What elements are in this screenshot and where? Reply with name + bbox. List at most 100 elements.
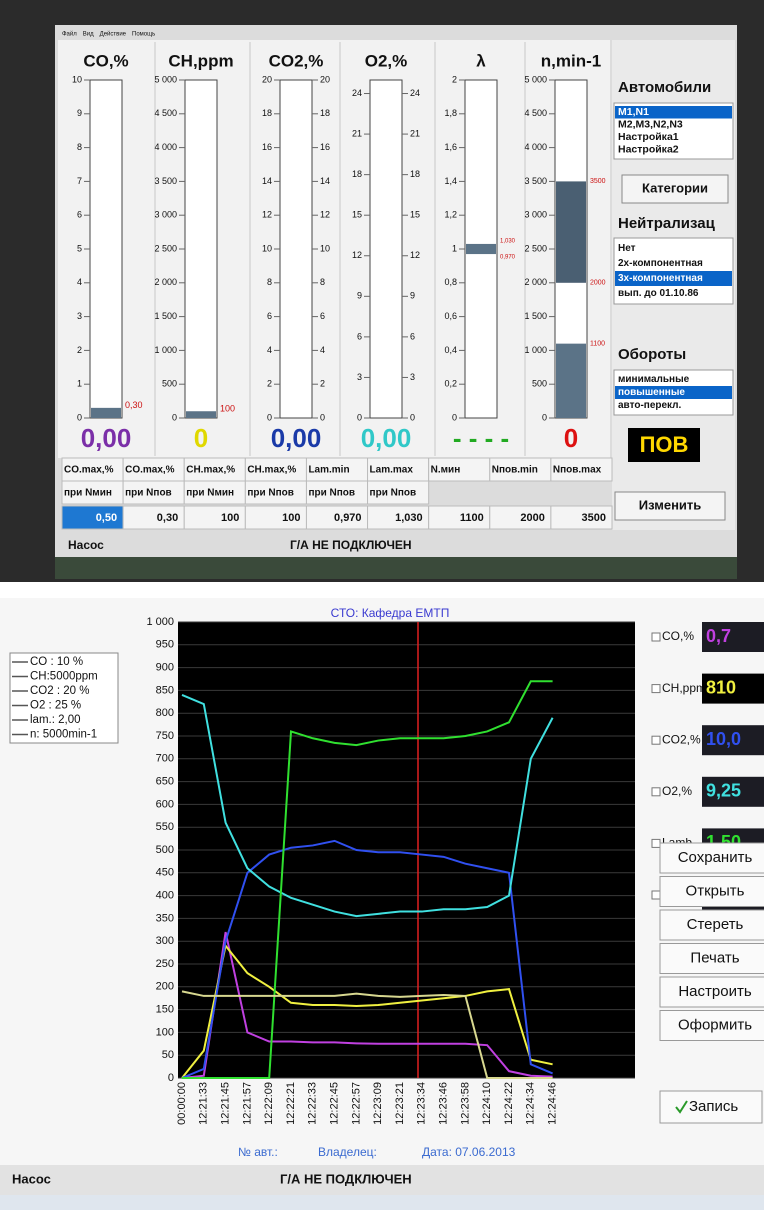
checkbox[interactable] [652,633,660,641]
tick-label: 6 [267,311,272,321]
x-tick-label: 00:00:00 [176,1082,188,1125]
list-item[interactable]: авто-перекл. [618,400,682,411]
tick-label: 8 [320,277,325,287]
button-label[interactable]: Открыть [686,882,745,899]
tick-label: 6 [410,331,415,341]
tick-label: 2 000 [154,277,177,287]
reading-value: 9,25 [706,781,741,801]
legend-label: CH:5000ppm [30,671,98,683]
list-item[interactable]: 3х-компонентная [618,273,703,284]
gauge-reading: 0,00 [361,423,412,453]
panel-title: Обороты [618,346,686,363]
legend-label: n: 5000min-1 [30,729,97,741]
legend-label: CO : 10 % [30,656,83,668]
gauge-band [466,244,496,254]
tick-label: 2 500 [154,243,177,253]
checkbox[interactable] [652,736,660,744]
tick-label: 0 [542,412,547,422]
status-text: Г/А НЕ ПОДКЛЮЧЕН [290,538,412,552]
x-tick-label: 12:23:09 [372,1082,384,1125]
tick-label: 14 [320,176,330,186]
list-item[interactable]: M1,N1 [618,106,649,118]
tick-label: 3 500 [154,176,177,186]
tick-label: 2 000 [524,277,547,287]
table-text: при Nмин [64,488,112,499]
list-item[interactable]: минимальные [618,374,690,385]
tick-label: 7 [77,176,82,186]
table-text: 100 [221,512,239,524]
tick-label: 12 [352,250,362,260]
x-tick-label: 12:22:33 [307,1082,319,1125]
checkbox[interactable] [652,891,660,899]
checkbox[interactable] [652,685,660,693]
gauge-reading: 0,00 [81,423,132,453]
button-label[interactable]: Категории [642,180,708,195]
tick-label: 4 [77,277,82,287]
gauge-fill [91,408,121,418]
button-label[interactable]: Настроить [678,983,751,1000]
tick-label: 18 [410,169,420,179]
tick-label: 5 000 [154,74,177,84]
table-text: CO.max,% [125,465,175,476]
tick-label: 10 [320,243,330,253]
panel-title: Автомобили [618,79,711,96]
marker-label: 1100 [590,340,605,347]
tick-label: 1,8 [444,108,457,118]
tick-label: 5 000 [524,74,547,84]
list-item[interactable]: 2х-компонентная [618,258,703,269]
gauge-title: λ [476,51,486,70]
button-label[interactable]: Печать [690,949,739,966]
x-tick-label: 12:21:33 [198,1082,210,1125]
tick-label: 0 [452,412,457,422]
button-label[interactable]: Стереть [687,916,744,933]
menu-item[interactable]: Помощь [132,32,155,38]
chart-title: СТО: Кафедра ЕМТП [331,606,450,620]
tick-label: 21 [410,128,420,138]
tick-label: 0 [410,412,415,422]
reading-value: 810 [706,677,736,697]
x-tick-label: 12:22:21 [285,1082,297,1125]
checkbox[interactable] [652,839,660,847]
button-label[interactable]: Сохранить [678,849,753,866]
y-tick-label: 950 [156,639,174,651]
menu-item[interactable]: Файл [62,31,77,38]
y-tick-label: 50 [162,1049,174,1061]
gauge-tube [90,80,122,418]
checkbox[interactable] [652,788,660,796]
button-label[interactable]: Изменить [639,497,702,512]
tick-label: 0,2 [444,379,457,389]
button-label[interactable]: Запись [689,1098,738,1115]
tick-label: 9 [77,108,82,118]
list-item[interactable]: Нет [618,243,636,254]
panel-title: Нейтрализац [618,215,716,232]
gauge-title: CH,ppm [168,51,233,70]
list-item[interactable]: Настройка2 [618,144,679,156]
tick-label: 2 [77,345,82,355]
list-item[interactable]: M2,M3,N2,N3 [618,119,683,131]
tick-label: 15 [410,210,420,220]
tick-label: 0,6 [444,311,457,321]
tick-label: 12 [410,250,420,260]
button-label[interactable]: Оформить [678,1016,752,1033]
gauge-tube [185,80,217,418]
tick-label: 1,6 [444,142,457,152]
x-tick-label: 12:21:45 [220,1082,232,1125]
list-item[interactable]: вып. до 01.10.86 [618,288,699,299]
tick-label: 24 [352,88,362,98]
tick-label: 20 [320,74,330,84]
menu-item[interactable]: Действие [100,31,127,38]
marker-label: 2000 [590,280,606,287]
list-item[interactable]: повышенные [618,387,685,398]
tick-label: 4 000 [154,142,177,152]
menu-item[interactable]: Вид [83,32,94,38]
tick-label: 18 [320,108,330,118]
list-item[interactable]: Настройка1 [618,131,679,143]
tick-label: 12 [262,210,272,220]
tick-label: 3 [357,372,362,382]
footer-text: № авт.: [238,1145,278,1159]
x-tick-label: 12:24:34 [525,1082,537,1125]
reading-label: CO2,% [662,732,701,746]
tick-label: 4 500 [524,108,547,118]
gauge-fill [556,344,586,418]
gauge-band [556,181,586,282]
